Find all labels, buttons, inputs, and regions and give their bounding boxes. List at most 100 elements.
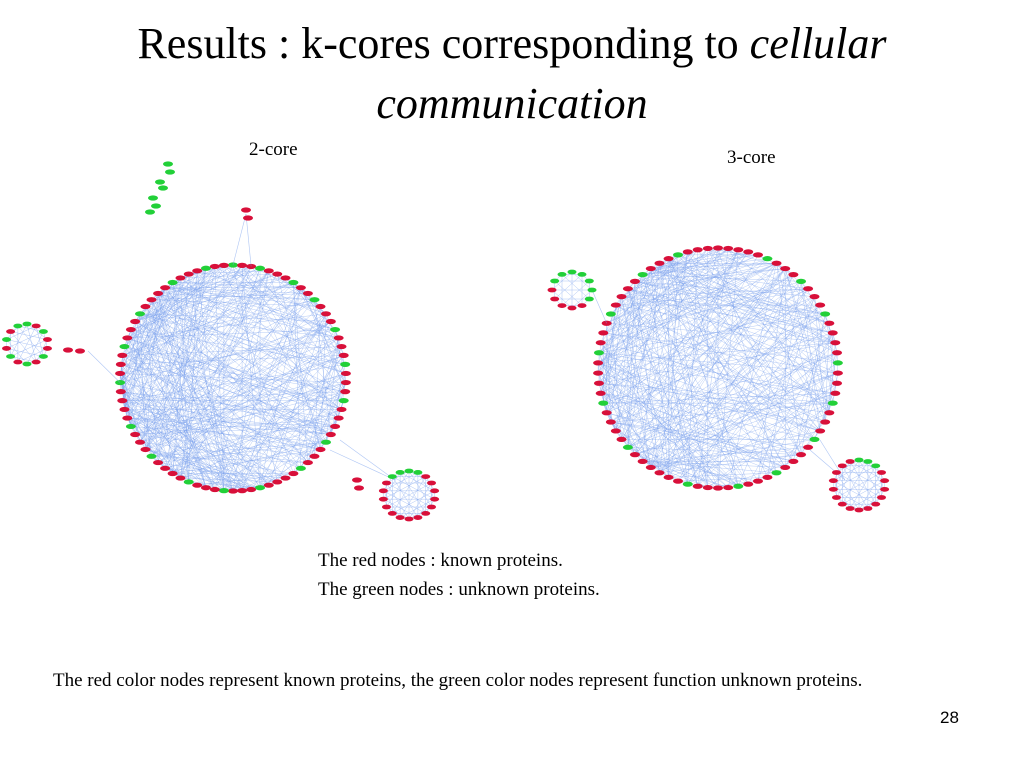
known-protein-node bbox=[117, 352, 128, 358]
known-protein-node bbox=[780, 464, 791, 471]
edge-line bbox=[836, 472, 882, 498]
edge-line bbox=[127, 268, 207, 339]
edge-line bbox=[659, 251, 689, 473]
edge-line bbox=[598, 362, 836, 394]
known-protein-node bbox=[654, 260, 665, 266]
edge-line bbox=[833, 461, 851, 490]
edge-line bbox=[627, 288, 669, 478]
known-protein-node bbox=[115, 389, 126, 395]
network-graph-2-core bbox=[2, 161, 440, 522]
known-protein-node bbox=[762, 474, 773, 480]
edge-line bbox=[130, 282, 173, 427]
known-protein-node bbox=[598, 330, 609, 336]
known-protein-node bbox=[13, 359, 23, 365]
edge-line bbox=[135, 277, 286, 322]
edge-line bbox=[119, 277, 181, 383]
edge-line bbox=[151, 299, 207, 488]
edge-line bbox=[659, 263, 815, 440]
unknown-protein-node bbox=[22, 321, 32, 327]
edge-line bbox=[127, 417, 207, 488]
edge-line bbox=[180, 277, 342, 410]
edge-line bbox=[164, 287, 309, 463]
unknown-protein-node bbox=[832, 360, 843, 366]
known-protein-node bbox=[771, 260, 782, 266]
edge-line bbox=[120, 266, 216, 392]
unknown-protein-node bbox=[151, 203, 161, 209]
edge-line bbox=[223, 265, 294, 474]
edge-line bbox=[597, 362, 739, 487]
edge-line bbox=[668, 258, 830, 413]
edge-line bbox=[600, 342, 739, 487]
edge-line bbox=[196, 270, 225, 491]
unknown-protein-node bbox=[340, 361, 351, 367]
known-protein-node bbox=[309, 453, 320, 459]
edge-line bbox=[383, 472, 419, 492]
known-protein-node bbox=[122, 335, 133, 341]
edge-line bbox=[120, 391, 321, 450]
known-protein-node bbox=[315, 446, 326, 453]
known-protein-node bbox=[796, 452, 807, 458]
edge-line bbox=[10, 323, 28, 357]
known-protein-node bbox=[280, 275, 291, 281]
main-ring-2core-nodes bbox=[115, 262, 351, 494]
known-protein-node bbox=[550, 296, 560, 302]
known-protein-node bbox=[880, 486, 890, 492]
edge-line bbox=[621, 262, 777, 297]
edge-line bbox=[139, 313, 146, 450]
known-protein-node bbox=[237, 488, 248, 494]
edge-line bbox=[157, 293, 327, 443]
known-protein-node bbox=[117, 398, 128, 404]
edge-line bbox=[158, 293, 339, 339]
unknown-protein-node bbox=[155, 179, 165, 185]
satellite-left-3core-edges bbox=[551, 271, 593, 309]
edge-line bbox=[172, 337, 339, 474]
unknown-protein-node bbox=[183, 479, 194, 485]
edge-line bbox=[158, 277, 286, 294]
known-protein-node bbox=[880, 478, 890, 484]
known-protein-node bbox=[75, 348, 85, 354]
edge-line bbox=[836, 497, 860, 511]
edge-line bbox=[386, 482, 432, 508]
known-protein-node bbox=[336, 406, 347, 413]
known-protein-node bbox=[430, 496, 440, 502]
edge-line bbox=[603, 248, 709, 404]
unknown-protein-node bbox=[22, 361, 32, 367]
edge-line bbox=[408, 470, 432, 484]
edge-line bbox=[814, 296, 826, 423]
edge-line bbox=[814, 296, 833, 404]
edge-line bbox=[127, 313, 141, 339]
edge-line bbox=[606, 268, 652, 413]
unknown-protein-node bbox=[598, 400, 609, 406]
known-protein-node bbox=[828, 478, 838, 484]
unknown-protein-node bbox=[413, 470, 423, 475]
edge-line bbox=[597, 249, 698, 374]
known-protein-node bbox=[153, 459, 164, 466]
known-protein-node bbox=[325, 431, 336, 438]
known-protein-node bbox=[830, 340, 841, 346]
known-protein-node bbox=[803, 286, 814, 292]
unknown-protein-node bbox=[158, 185, 168, 191]
known-protein-node bbox=[815, 428, 826, 434]
edge-line bbox=[650, 268, 830, 324]
unknown-protein-node bbox=[567, 269, 577, 275]
unknown-protein-node bbox=[593, 350, 604, 356]
known-protein-node bbox=[330, 423, 341, 430]
known-protein-node bbox=[752, 252, 763, 258]
known-protein-node bbox=[854, 507, 864, 513]
edge-line bbox=[122, 355, 302, 469]
known-protein-node bbox=[702, 484, 713, 491]
edge-line bbox=[598, 248, 708, 353]
edge-line bbox=[697, 249, 815, 440]
main-ring-2core-edges bbox=[119, 264, 347, 492]
edge-line bbox=[232, 213, 247, 266]
edge-line bbox=[6, 331, 44, 349]
edge-line bbox=[383, 472, 401, 500]
edge-line bbox=[659, 263, 709, 488]
edge-line bbox=[627, 288, 689, 485]
unknown-protein-node bbox=[820, 311, 831, 317]
known-protein-node bbox=[378, 488, 388, 494]
known-protein-node bbox=[352, 477, 362, 483]
known-protein-node bbox=[837, 463, 847, 469]
edge-line bbox=[392, 476, 435, 500]
edge-line bbox=[119, 273, 189, 383]
